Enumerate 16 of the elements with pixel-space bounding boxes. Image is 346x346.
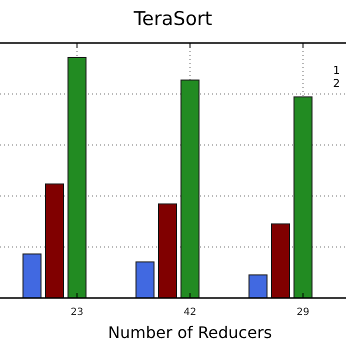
bar	[248, 274, 268, 298]
bar	[22, 253, 42, 298]
bar	[136, 261, 154, 298]
bar	[45, 183, 64, 298]
x-tick-label: 29	[296, 307, 310, 318]
bar	[158, 203, 177, 298]
chart-title: TeraSort	[132, 8, 212, 30]
x-tick-label: 42	[184, 307, 196, 318]
bar	[271, 223, 290, 298]
annotation: 1	[333, 64, 340, 77]
bar	[68, 56, 86, 298]
x-tick-label: 23	[70, 307, 84, 318]
bar	[294, 96, 312, 298]
bar	[180, 80, 200, 298]
x-axis-title: Number of Reducers	[108, 323, 272, 342]
annotation: 2	[333, 77, 340, 90]
